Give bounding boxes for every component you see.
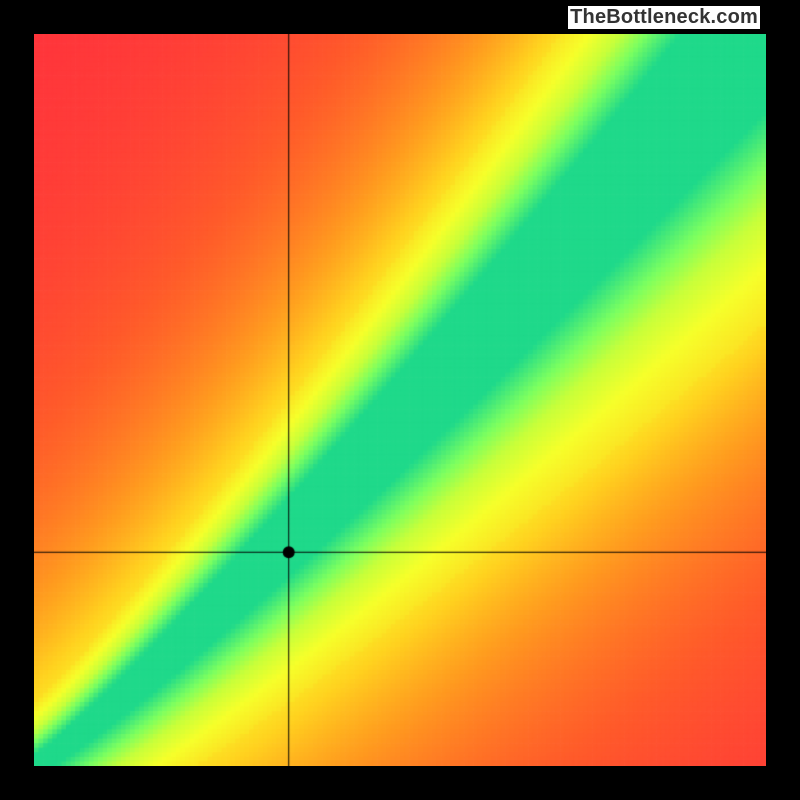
outer-frame: TheBottleneck.com bbox=[0, 0, 800, 800]
attribution-label: TheBottleneck.com bbox=[568, 6, 760, 29]
heatmap-canvas bbox=[34, 34, 766, 766]
plot-area bbox=[34, 34, 766, 766]
